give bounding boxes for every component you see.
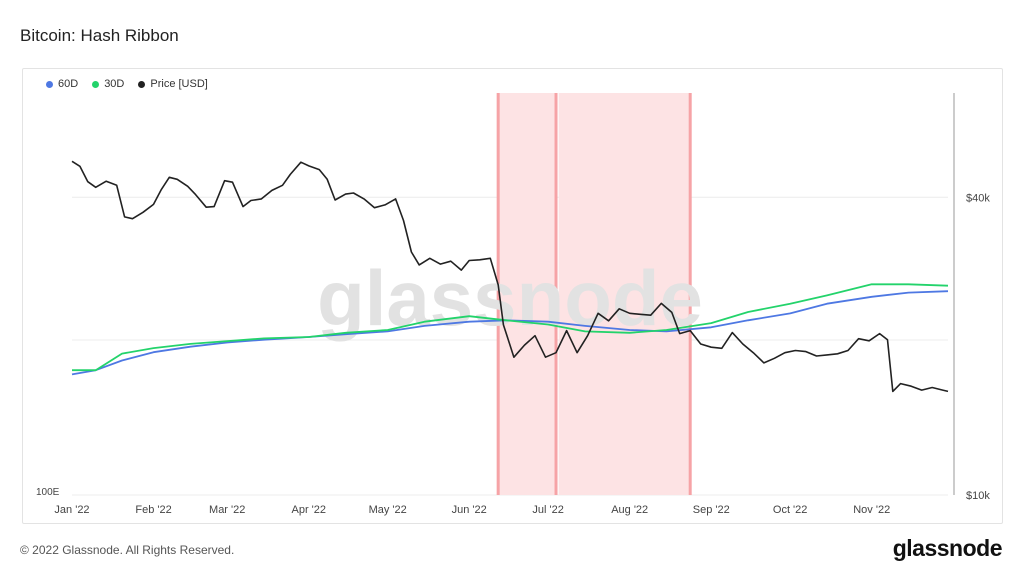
y-right-tick-label: $40k: [966, 192, 990, 204]
series-line-60d: [71, 290, 949, 376]
legend-dot-60d: [46, 80, 53, 88]
x-tick-label: Feb '22: [135, 504, 171, 516]
x-tick-label: Oct '22: [773, 504, 808, 516]
capitulation-band-1: [558, 93, 691, 495]
x-tick-label: Nov '22: [853, 504, 890, 516]
legend-item-30d[interactable]: 30D: [92, 78, 124, 90]
legend-item-price[interactable]: Price [USD]: [138, 78, 208, 90]
x-tick-label: Jan '22: [54, 504, 89, 516]
capitulation-band-0: [498, 93, 557, 495]
y-left-tick-label: 100E: [36, 487, 60, 498]
glassnode-logo[interactable]: glassnode: [892, 535, 1003, 561]
legend-item-60d[interactable]: 60D: [46, 78, 78, 90]
legend-dot-30d: [92, 80, 100, 88]
x-tick-label: Jul '22: [532, 504, 563, 516]
series-line-price-usd-: [71, 160, 949, 393]
x-tick-label: Jun '22: [452, 504, 487, 516]
watermark-text: glassnode: [317, 254, 703, 342]
series-line-30d: [72, 283, 949, 372]
legend-label-60d: 60D: [58, 78, 79, 90]
chart-title: Bitcoin: Hash Ribbon: [20, 26, 179, 45]
legend-label-price: Price [USD]: [150, 78, 208, 90]
x-tick-label: Mar '22: [209, 504, 245, 516]
x-tick-label: Sep '22: [693, 504, 730, 516]
copyright-text: © 2022 Glassnode. All Rights Reserved.: [20, 543, 235, 557]
x-tick-label: Apr '22: [291, 504, 326, 516]
x-tick-label: Aug '22: [611, 504, 648, 516]
chart-legend: 60D 30D Price [USD]: [46, 78, 208, 90]
legend-label-30d: 30D: [104, 78, 125, 90]
x-tick-label: May '22: [369, 504, 407, 516]
y-right-tick-label: $10k: [966, 490, 990, 502]
legend-dot-price: [138, 80, 146, 88]
